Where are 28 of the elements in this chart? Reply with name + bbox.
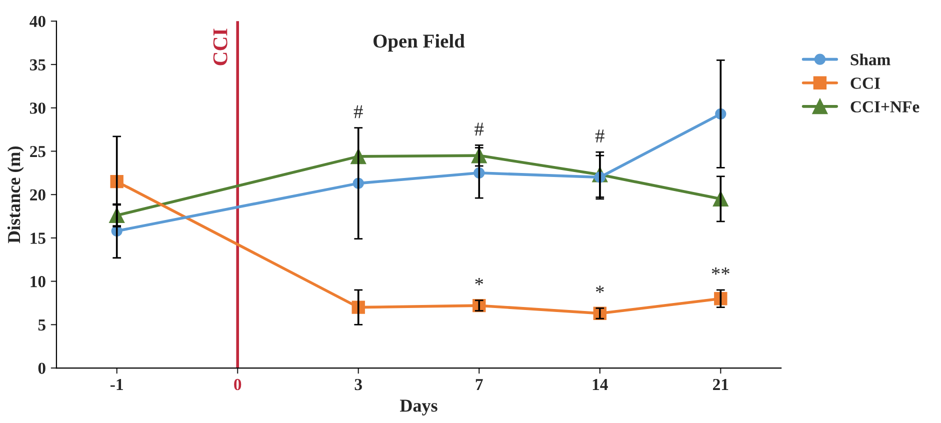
annotation: #	[474, 122, 484, 136]
x-axis-title: Days	[400, 400, 438, 416]
y-tick-label: 25	[30, 146, 46, 158]
x-tick-label: 3	[354, 378, 362, 390]
annotation: *	[596, 286, 604, 293]
annotation: #	[354, 105, 363, 118]
annotation: #	[595, 130, 604, 142]
text: Open Field	[374, 34, 465, 52]
x-tick-label: -1	[110, 378, 123, 390]
x-tick-label: 7	[476, 379, 483, 390]
annotation: *	[475, 278, 484, 286]
legend-label: Sham	[850, 54, 890, 66]
y-tick-label: 5	[38, 320, 46, 331]
y-tick-label: 15	[30, 232, 46, 244]
y-tick-label: 0	[38, 362, 46, 374]
x-tick-label: 0	[234, 378, 242, 390]
x-tick-label: 14	[592, 378, 608, 390]
legend-label: CCI+NFe	[850, 101, 920, 112]
y-tick-label: 20	[30, 189, 46, 201]
x-tick-label: 21	[713, 378, 728, 390]
y-tick-label: 30	[30, 102, 46, 114]
y-tick-label: 10	[30, 276, 46, 288]
annotation: **	[712, 268, 730, 275]
legend-label: CCI	[850, 78, 880, 89]
ref-line-label: CCI	[213, 28, 228, 66]
y-tick-label: 35	[30, 59, 46, 70]
y-axis-title: Distance (m)	[7, 146, 24, 244]
y-tick-label: 40	[30, 16, 46, 28]
